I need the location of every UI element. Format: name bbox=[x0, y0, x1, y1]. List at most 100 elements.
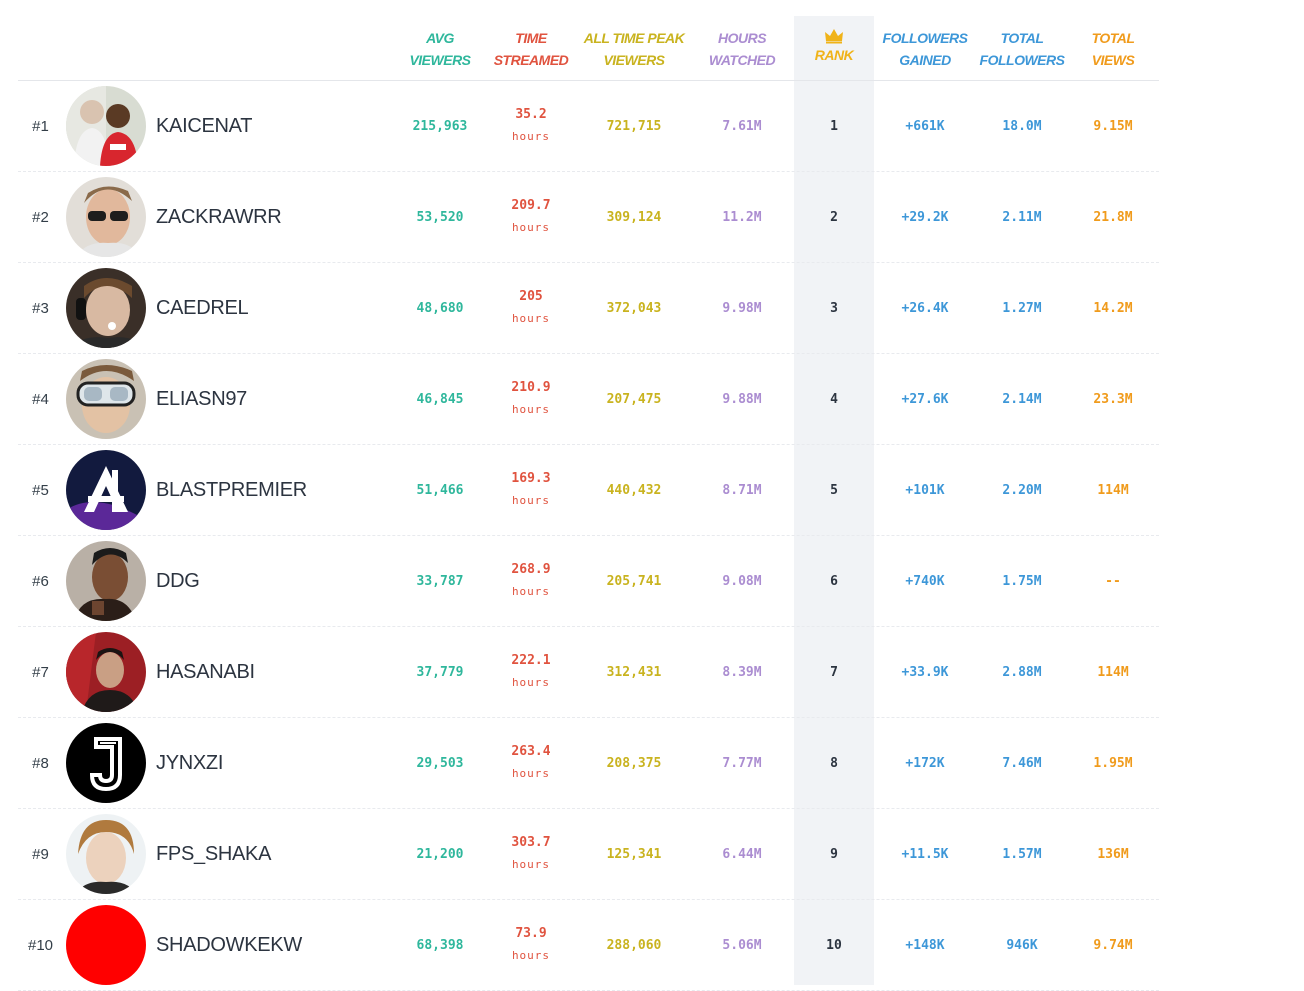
header-total-views[interactable]: TOTAL VIEWS bbox=[1091, 30, 1135, 68]
total-views-value: 21.8M bbox=[1093, 209, 1133, 225]
channel-name[interactable]: BLASTPREMIER bbox=[156, 478, 307, 501]
header-hours-watched[interactable]: HOURS WATCHED bbox=[708, 30, 776, 68]
header-followers-gained[interactable]: FOLLOWERS GAINED bbox=[882, 30, 968, 68]
avatar[interactable] bbox=[66, 177, 146, 257]
total-followers-value: 1.57M bbox=[1002, 846, 1042, 862]
hours-watched-value: 7.61M bbox=[722, 118, 762, 134]
avg-viewers-value: 215,963 bbox=[412, 118, 468, 134]
time-streamed-number: 169.3 bbox=[511, 471, 551, 486]
crown-icon bbox=[825, 29, 843, 44]
header-time-streamed[interactable]: TIME STREAMED bbox=[493, 30, 569, 68]
hours-watched-value: 8.39M bbox=[722, 664, 762, 680]
rank-value: 4 bbox=[830, 391, 838, 407]
avatar[interactable] bbox=[66, 268, 146, 348]
header-total-followers[interactable]: TOTAL FOLLOWERS bbox=[979, 30, 1065, 68]
avatar[interactable] bbox=[66, 541, 146, 621]
rank-value: 1 bbox=[830, 118, 838, 134]
table-row[interactable]: #2 ZACKRAWRR 53,520 209.7 hours 309,124 … bbox=[18, 172, 1159, 263]
followers-gained-value: +29.2K bbox=[901, 209, 949, 225]
avg-viewers-value: 46,845 bbox=[416, 391, 464, 407]
avatar[interactable] bbox=[66, 814, 146, 894]
rank-value: 6 bbox=[830, 573, 838, 589]
peak-viewers-value: 309,124 bbox=[606, 209, 662, 225]
channel-name[interactable]: KAICENAT bbox=[156, 114, 253, 137]
position-number: #7 bbox=[32, 663, 49, 681]
table-row[interactable]: #8 JYNXZI 29,503 263.4 hours 208,375 7.7… bbox=[18, 718, 1159, 809]
table-row[interactable]: #3 CAEDREL 48,680 205 hours 372,043 9.98… bbox=[18, 263, 1159, 354]
table-row[interactable]: #1 KAICENAT 215,963 35.2 hours 721,715 7… bbox=[18, 81, 1159, 172]
table-row[interactable]: #10 SHADOWKEKW 68,398 73.9 hours 288,060… bbox=[18, 900, 1159, 991]
time-streamed-value: 222.1 hours bbox=[490, 627, 572, 717]
time-streamed-value: 73.9 hours bbox=[490, 900, 572, 990]
rank-column-highlight bbox=[794, 16, 874, 985]
time-streamed-value: 209.7 hours bbox=[490, 172, 572, 262]
table-row[interactable]: #4 ELIASN97 46,845 210.9 hours 207,475 9… bbox=[18, 354, 1159, 445]
header-rank[interactable]: RANK bbox=[794, 28, 874, 66]
channel-name[interactable]: FPS_SHAKA bbox=[156, 842, 272, 865]
avatar[interactable] bbox=[66, 632, 146, 712]
avg-viewers-value: 48,680 bbox=[416, 300, 464, 316]
channel-name[interactable]: JYNXZI bbox=[156, 751, 224, 774]
time-streamed-unit: hours bbox=[511, 949, 551, 962]
position-number: #8 bbox=[32, 754, 49, 772]
channel-name[interactable]: ELIASN97 bbox=[156, 387, 247, 410]
channel-name[interactable]: ZACKRAWRR bbox=[156, 205, 282, 228]
rank-value: 5 bbox=[830, 482, 838, 498]
header-avg-viewers[interactable]: AVG VIEWERS bbox=[409, 30, 471, 68]
channel-name[interactable]: HASANABI bbox=[156, 660, 255, 683]
avg-viewers-value: 53,520 bbox=[416, 209, 464, 225]
time-streamed-value: 210.9 hours bbox=[490, 354, 572, 444]
table-row[interactable]: #9 FPS_SHAKA 21,200 303.7 hours 125,341 … bbox=[18, 809, 1159, 900]
peak-viewers-value: 721,715 bbox=[606, 118, 662, 134]
followers-gained-value: +101K bbox=[905, 482, 945, 498]
channel-name[interactable]: CAEDREL bbox=[156, 296, 249, 319]
avatar[interactable] bbox=[66, 723, 146, 803]
total-followers-value: 2.88M bbox=[1002, 664, 1042, 680]
time-streamed-value: 169.3 hours bbox=[490, 445, 572, 535]
table-row[interactable]: #5 BLASTPREMIER 51,466 169.3 hours 440,4… bbox=[18, 445, 1159, 536]
avatar[interactable] bbox=[66, 450, 146, 530]
avg-viewers-value: 29,503 bbox=[416, 755, 464, 771]
time-streamed-unit: hours bbox=[511, 585, 551, 598]
time-streamed-number: 35.2 bbox=[515, 107, 547, 122]
total-views-value: 9.74M bbox=[1093, 937, 1133, 953]
total-views-value: 136M bbox=[1097, 846, 1129, 862]
time-streamed-number: 268.9 bbox=[511, 562, 551, 577]
header-peak-viewers[interactable]: ALL TIME PEAK VIEWERS bbox=[583, 30, 685, 68]
total-views-value: 9.15M bbox=[1093, 118, 1133, 134]
position-number: #9 bbox=[32, 845, 49, 863]
time-streamed-unit: hours bbox=[511, 676, 551, 689]
peak-viewers-value: 440,432 bbox=[606, 482, 662, 498]
total-views-value: 114M bbox=[1097, 482, 1129, 498]
followers-gained-value: +740K bbox=[905, 573, 945, 589]
peak-viewers-value: 208,375 bbox=[606, 755, 662, 771]
time-streamed-number: 73.9 bbox=[515, 926, 547, 941]
time-streamed-value: 263.4 hours bbox=[490, 718, 572, 808]
channel-name[interactable]: DDG bbox=[156, 569, 200, 592]
avatar[interactable] bbox=[66, 86, 146, 166]
peak-viewers-value: 372,043 bbox=[606, 300, 662, 316]
position-number: #1 bbox=[32, 117, 49, 135]
followers-gained-value: +172K bbox=[905, 755, 945, 771]
hours-watched-value: 6.44M bbox=[722, 846, 762, 862]
total-views-value: 23.3M bbox=[1093, 391, 1133, 407]
total-followers-value: 7.46M bbox=[1002, 755, 1042, 771]
rank-value: 10 bbox=[826, 937, 842, 953]
time-streamed-number: 263.4 bbox=[511, 744, 551, 759]
total-views-value: 14.2M bbox=[1093, 300, 1133, 316]
total-followers-value: 2.11M bbox=[1002, 209, 1042, 225]
hours-watched-value: 5.06M bbox=[722, 937, 762, 953]
total-views-value: 1.95M bbox=[1093, 755, 1133, 771]
avatar[interactable] bbox=[66, 905, 146, 985]
avatar[interactable] bbox=[66, 359, 146, 439]
channel-name[interactable]: SHADOWKEKW bbox=[156, 933, 302, 956]
position-number: #3 bbox=[32, 299, 49, 317]
table-row[interactable]: #7 HASANABI 37,779 222.1 hours 312,431 8… bbox=[18, 627, 1159, 718]
total-followers-value: 946K bbox=[1006, 937, 1038, 953]
total-views-value: -- bbox=[1105, 573, 1121, 589]
time-streamed-number: 210.9 bbox=[511, 380, 551, 395]
time-streamed-unit: hours bbox=[511, 767, 551, 780]
table-row[interactable]: #6 DDG 33,787 268.9 hours 205,741 9.08M … bbox=[18, 536, 1159, 627]
time-streamed-number: 222.1 bbox=[511, 653, 551, 668]
followers-gained-value: +148K bbox=[905, 937, 945, 953]
